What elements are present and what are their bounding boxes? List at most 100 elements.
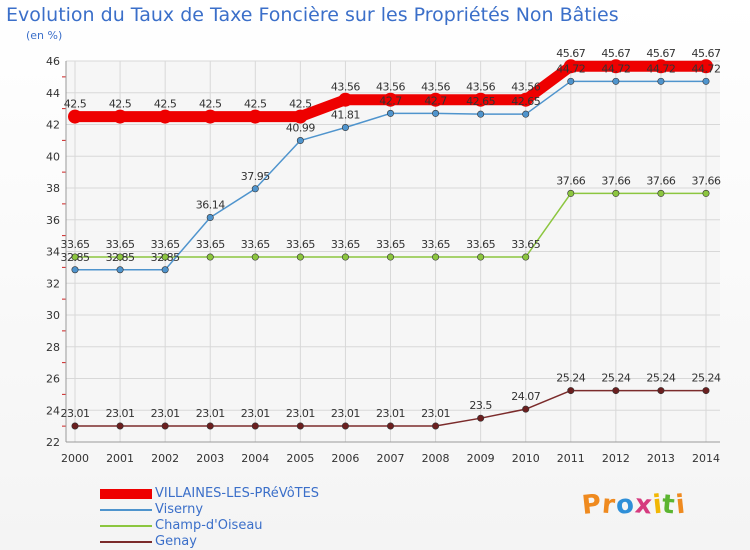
data-label: 42.5 xyxy=(109,98,132,111)
data-point xyxy=(657,387,665,395)
data-label: 33.65 xyxy=(466,238,495,251)
data-label: 33.65 xyxy=(511,238,540,251)
data-point xyxy=(653,59,668,74)
data-point xyxy=(293,109,308,124)
data-point xyxy=(563,59,578,74)
data-label: 25.24 xyxy=(556,372,585,385)
data-label: 32.85 xyxy=(106,251,135,264)
y-tick-label: 34 xyxy=(46,246,60,259)
proxiti-logo: Proxiti xyxy=(580,489,688,521)
data-point xyxy=(608,59,623,74)
chart-title: Evolution du Taux de Taxe Foncière sur l… xyxy=(6,4,619,26)
data-label: 23.01 xyxy=(241,407,270,420)
data-label: 44.72 xyxy=(692,62,721,75)
data-point xyxy=(206,253,214,261)
data-point xyxy=(518,92,533,107)
data-label: 23.01 xyxy=(286,407,315,420)
data-point xyxy=(657,77,665,85)
data-point xyxy=(567,189,575,197)
data-label: 23.01 xyxy=(106,407,135,420)
y-tick-label: 22 xyxy=(46,436,60,449)
data-point xyxy=(248,109,263,124)
data-label: 33.65 xyxy=(376,238,405,251)
data-label: 42.65 xyxy=(466,95,495,108)
data-label: 23.5 xyxy=(469,399,492,412)
data-point xyxy=(161,422,169,430)
legend-swatch xyxy=(100,489,152,499)
data-point xyxy=(341,253,349,261)
data-label: 42.5 xyxy=(244,98,267,111)
data-point xyxy=(113,109,128,124)
logo-letter: i xyxy=(674,489,688,521)
data-point xyxy=(251,253,259,261)
x-tick-label: 2014 xyxy=(692,452,720,465)
data-point xyxy=(386,253,394,261)
data-point xyxy=(116,422,124,430)
y-tick-label: 26 xyxy=(46,373,60,386)
y-tick-label: 36 xyxy=(46,214,60,227)
logo-letter: x xyxy=(633,489,654,521)
data-label: 37.95 xyxy=(241,170,270,183)
legend-label: Viserny xyxy=(155,502,204,517)
data-point xyxy=(386,109,394,117)
data-label: 42.5 xyxy=(154,98,177,111)
data-point xyxy=(477,110,485,118)
data-point xyxy=(702,189,710,197)
data-point xyxy=(522,110,530,118)
x-tick-label: 2012 xyxy=(602,452,630,465)
data-point xyxy=(296,137,304,145)
data-point xyxy=(473,92,488,107)
x-tick-label: 2010 xyxy=(512,452,540,465)
data-point xyxy=(432,253,440,261)
y-tick-label: 42 xyxy=(46,119,60,132)
data-label: 23.01 xyxy=(61,407,90,420)
data-point xyxy=(161,253,169,261)
x-tick-label: 2003 xyxy=(196,452,224,465)
data-label: 44.72 xyxy=(601,62,630,75)
data-point xyxy=(71,266,79,274)
y-tick-label: 38 xyxy=(46,182,60,195)
data-label: 42.7 xyxy=(379,94,402,107)
data-point xyxy=(612,387,620,395)
data-label: 43.56 xyxy=(421,81,450,94)
data-label: 32.85 xyxy=(61,251,90,264)
data-point xyxy=(341,124,349,132)
data-point xyxy=(71,422,79,430)
data-label: 42.5 xyxy=(199,98,222,111)
legend-swatch xyxy=(100,509,152,511)
data-label: 33.65 xyxy=(61,238,90,251)
data-point xyxy=(386,422,394,430)
legend-label: VILLAINES-LES-PRéVôTES xyxy=(155,486,320,501)
data-label: 42.5 xyxy=(289,98,312,111)
data-point xyxy=(251,422,259,430)
data-label: 40.99 xyxy=(286,122,315,135)
data-label: 43.56 xyxy=(331,81,360,94)
data-point xyxy=(522,405,530,413)
data-point xyxy=(567,387,575,395)
data-label: 41.81 xyxy=(331,109,360,122)
data-point xyxy=(206,214,214,222)
data-point xyxy=(158,109,173,124)
data-label: 45.67 xyxy=(692,47,721,60)
data-point xyxy=(341,422,349,430)
x-tick-label: 2011 xyxy=(557,452,585,465)
data-label: 37.66 xyxy=(556,174,585,187)
data-point xyxy=(432,109,440,117)
legend-swatch xyxy=(100,541,152,543)
y-tick-label: 40 xyxy=(46,150,60,163)
data-label: 33.65 xyxy=(151,238,180,251)
data-label: 33.65 xyxy=(196,238,225,251)
data-point xyxy=(477,414,485,422)
data-point xyxy=(612,77,620,85)
data-label: 24.07 xyxy=(511,390,540,403)
data-label: 43.56 xyxy=(466,81,495,94)
x-tick-label: 2000 xyxy=(61,452,89,465)
data-point xyxy=(702,77,710,85)
data-label: 23.01 xyxy=(151,407,180,420)
y-tick-label: 32 xyxy=(46,277,60,290)
data-point xyxy=(116,266,124,274)
data-label: 42.5 xyxy=(64,98,87,111)
data-point xyxy=(68,109,82,124)
